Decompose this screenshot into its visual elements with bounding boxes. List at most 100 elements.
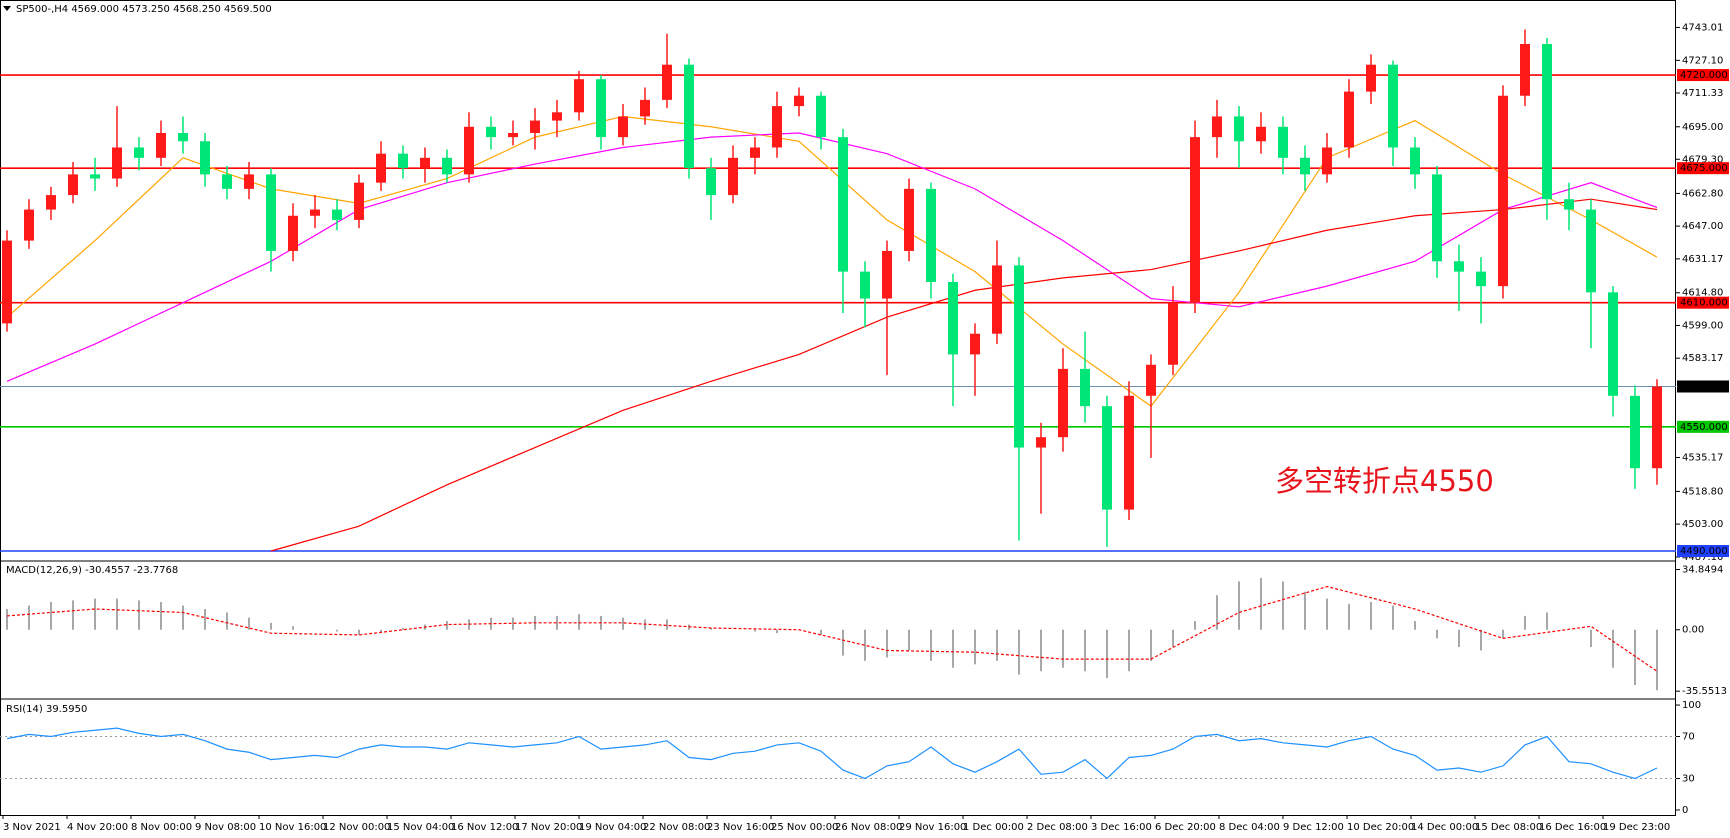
candle-body — [442, 157, 452, 175]
candle-body — [1102, 406, 1112, 510]
histogram-bar — [974, 629, 976, 665]
candle-body — [1498, 95, 1508, 287]
histogram-bar — [446, 621, 448, 630]
candle-body — [134, 147, 144, 158]
candle-body — [574, 79, 584, 113]
candle-body — [1542, 44, 1552, 200]
x-tick-label: 15 Dec 08:00 — [1475, 822, 1542, 833]
x-tick-label: 10 Dec 20:00 — [1347, 822, 1414, 833]
histogram-bar — [1458, 629, 1460, 648]
histogram-bar — [908, 629, 910, 651]
level-label: 4490.000 — [1680, 546, 1728, 557]
candle-body — [1630, 395, 1640, 469]
candle-body — [1432, 174, 1442, 262]
candle-body — [1212, 116, 1222, 138]
histogram-bar — [292, 626, 294, 630]
candle-body — [1454, 261, 1464, 272]
y-tick-label: 4679.30 — [1682, 154, 1723, 165]
y-tick-label: 4743.01 — [1682, 22, 1723, 33]
candle-body — [266, 174, 276, 251]
histogram-bar — [1524, 615, 1526, 630]
candle-body — [156, 132, 166, 158]
histogram-bar — [380, 629, 382, 634]
candle-body — [992, 265, 1002, 334]
candle-body — [596, 79, 606, 138]
histogram-bar — [820, 629, 822, 635]
candle-body — [772, 106, 782, 148]
histogram-bar — [1502, 629, 1504, 639]
histogram-bar — [226, 612, 228, 630]
candle-body — [618, 116, 628, 138]
y-tick-label: 4695.00 — [1682, 122, 1723, 133]
histogram-bar — [1392, 605, 1394, 630]
histogram-bar — [1150, 629, 1152, 661]
candle-body — [310, 209, 320, 216]
histogram-bar — [930, 629, 932, 661]
histogram-bar — [556, 615, 558, 630]
histogram-bar — [204, 609, 206, 630]
candle-body — [1168, 302, 1178, 365]
candle-body — [90, 174, 100, 179]
candle-body — [1014, 265, 1024, 448]
histogram-bar — [864, 629, 866, 661]
histogram-bar — [710, 628, 712, 630]
y-tick-label: 4503.00 — [1682, 519, 1723, 530]
menu-arrow[interactable] — [3, 6, 11, 11]
level-label-bg — [1677, 380, 1729, 393]
histogram-bar — [622, 617, 624, 630]
y-tick-label: 4535.17 — [1682, 453, 1723, 464]
candle-body — [1146, 364, 1156, 396]
level-label: 4675.000 — [1680, 163, 1728, 174]
x-tick-label: 19 Dec 23:00 — [1603, 822, 1670, 833]
candle-body — [728, 157, 738, 196]
y-tick-label: 4711.33 — [1682, 88, 1723, 99]
histogram-bar — [248, 617, 250, 630]
candle-body — [1564, 199, 1574, 210]
candle-body — [1124, 395, 1134, 510]
x-tick-label: 19 Nov 04:00 — [579, 822, 646, 833]
signal-line — [6, 585, 1658, 672]
candle-body — [750, 147, 760, 158]
candle-body — [354, 182, 364, 220]
candle-body — [1080, 368, 1090, 407]
x-tick-label: 2 Dec 08:00 — [1027, 822, 1088, 833]
candle-body — [1388, 64, 1398, 148]
y-tick-label: 30 — [1682, 773, 1695, 784]
y-tick-label: 0 — [1682, 805, 1688, 816]
frame — [0, 0, 1676, 816]
histogram-bar — [160, 602, 162, 630]
level-label-bg — [1677, 544, 1729, 557]
x-tick-label: 15 Nov 04:00 — [387, 822, 454, 833]
histogram-bar — [50, 602, 52, 630]
histogram-bar — [1106, 629, 1108, 679]
x-tick-label: 4 Nov 20:00 — [67, 822, 128, 833]
candle-body — [882, 250, 892, 299]
candle-body — [1366, 64, 1376, 92]
x-tick-label: 26 Nov 08:00 — [835, 822, 902, 833]
rsi-line — [6, 727, 1658, 780]
histogram-bar — [270, 622, 272, 630]
histogram-bar — [1172, 629, 1174, 648]
candle-body — [926, 188, 936, 282]
histogram-bar — [1062, 629, 1064, 668]
level-label: 4550.000 — [1680, 422, 1728, 433]
candle-body — [860, 271, 870, 299]
histogram-bar — [94, 598, 96, 630]
candle-body — [1058, 368, 1068, 438]
x-tick-label: 23 Nov 16:00 — [707, 822, 774, 833]
candle-body — [1190, 137, 1200, 303]
candle-body — [662, 64, 672, 100]
candle-body — [684, 64, 694, 169]
histogram-bar — [72, 600, 74, 630]
histogram-bar — [512, 617, 514, 630]
level-label: 4610.000 — [1680, 298, 1728, 309]
histogram-bar — [1480, 629, 1482, 651]
x-tick-label: 3 Dec 16:00 — [1091, 822, 1152, 833]
histogram-bar — [1238, 581, 1240, 630]
candle-body — [508, 132, 518, 138]
x-tick-label: 14 Dec 00:00 — [1411, 822, 1478, 833]
x-tick-label: 3 Nov 2021 — [3, 822, 61, 833]
candle-body — [420, 157, 430, 169]
histogram-bar — [1634, 629, 1636, 686]
